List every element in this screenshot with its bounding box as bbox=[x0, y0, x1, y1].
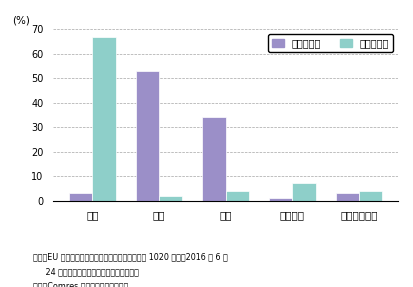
Text: 備考：EU 離脱投票時に最も重視したこと（回答者 1020 人）　2016 年 6 月: 備考：EU 離脱投票時に最も重視したこと（回答者 1020 人） 2016 年 … bbox=[33, 253, 228, 261]
Bar bbox=[269, 198, 292, 201]
Bar bbox=[202, 117, 225, 201]
Bar bbox=[359, 191, 382, 201]
Text: 資料：Comres から経済産業省作成。: 資料：Comres から経済産業省作成。 bbox=[33, 281, 128, 287]
Text: 24 日オンラインによるアンケート調査。: 24 日オンラインによるアンケート調査。 bbox=[33, 267, 139, 276]
Bar bbox=[69, 193, 93, 201]
Bar bbox=[336, 193, 359, 201]
Bar bbox=[93, 37, 116, 201]
Bar bbox=[159, 196, 183, 201]
Bar bbox=[292, 183, 316, 201]
Bar bbox=[136, 71, 159, 201]
Legend: 離脱投票者, 残留投票者: 離脱投票者, 残留投票者 bbox=[268, 34, 393, 52]
Text: (%): (%) bbox=[12, 16, 30, 26]
Bar bbox=[225, 191, 249, 201]
